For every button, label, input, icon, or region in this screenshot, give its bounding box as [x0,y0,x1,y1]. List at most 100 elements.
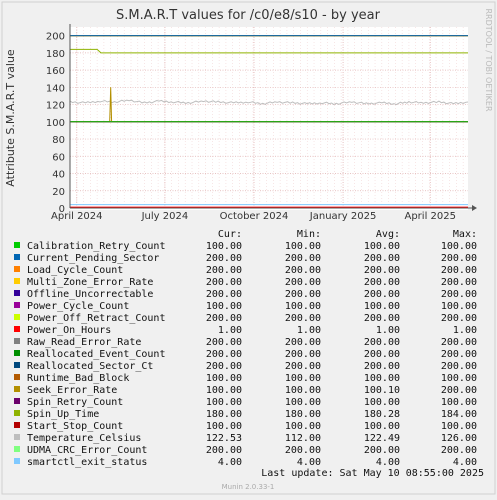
legend-value-min: 200.00 [285,253,321,264]
legend-value-min: 100.00 [285,397,321,408]
legend-swatch [14,446,20,452]
legend-swatch [14,326,20,332]
legend-value-cur: 200.00 [206,289,242,300]
legend-value-cur: 200.00 [206,253,242,264]
legend-value-avg: 200.00 [364,253,400,264]
legend-swatch [14,410,20,416]
legend-value-max: 200.00 [441,445,477,456]
legend-value-avg: 100.00 [364,301,400,312]
legend-swatch [14,434,20,440]
x-tick-label: July 2024 [141,211,189,222]
y-tick-label: 100 [46,118,65,129]
legend-swatch [14,362,20,368]
legend-value-max: 200.00 [441,385,477,396]
legend-value-max: 200.00 [441,361,477,372]
legend: Cur: Min: Avg: Max: Calibration_Retry_Count 1… [14,229,477,468]
x-tick-label: October 2024 [220,211,289,222]
legend-value-avg: 4.00 [376,457,400,468]
legend-series-name: Power_Cycle_Count [27,301,129,312]
legend-header-cur: Cur: [218,229,242,240]
legend-value-max: 1.00 [453,325,477,336]
legend-swatch [14,278,20,284]
legend-value-min: 200.00 [285,277,321,288]
y-tick-label: 140 [46,83,65,94]
legend-header-min: Min: [297,229,321,240]
legend-swatch [14,290,20,296]
legend-swatch [14,242,20,248]
legend-value-min: 200.00 [285,289,321,300]
legend-value-min: 200.00 [285,361,321,372]
legend-series-name: UDMA_CRC_Error_Count [27,445,147,456]
y-tick-label: 40 [52,170,65,181]
legend-value-cur: 180.00 [206,409,242,420]
legend-series-name: Seek_Error_Rate [27,385,117,396]
legend-swatch [14,302,20,308]
legend-value-avg: 100.00 [364,241,400,252]
legend-value-avg: 200.00 [364,445,400,456]
legend-value-cur: 200.00 [206,445,242,456]
series-line [70,48,468,54]
legend-series-name: Power_Off_Retract_Count [27,313,165,324]
legend-series-name: Spin_Up_Time [27,409,99,420]
legend-swatch [14,386,20,392]
legend-value-min: 1.00 [297,325,321,336]
legend-value-cur: 200.00 [206,361,242,372]
legend-value-avg: 100.00 [364,397,400,408]
legend-value-cur: 200.00 [206,337,242,348]
legend-value-avg: 100.00 [364,373,400,384]
x-tick-label: January 2025 [309,211,377,222]
legend-series-name: Multi_Zone_Error_Rate [27,277,153,288]
legend-series-name: Load_Cycle_Count [27,265,123,276]
legend-swatch [14,350,20,356]
legend-value-avg: 200.00 [364,313,400,324]
legend-value-cur: 100.00 [206,397,242,408]
legend-value-avg: 200.00 [364,337,400,348]
y-axis-label: Attribute S.M.A.R.T value [4,49,17,187]
legend-series-name: smartctl_exit_status [27,457,147,468]
legend-value-avg: 200.00 [364,265,400,276]
legend-value-max: 4.00 [453,457,477,468]
legend-value-min: 100.00 [285,385,321,396]
y-tick-label: 0 [59,204,65,215]
rrdtool-credit: RRDTOOL / TOBI OETIKER [484,8,493,111]
legend-value-cur: 200.00 [206,265,242,276]
legend-value-cur: 100.00 [206,373,242,384]
legend-value-cur: 200.00 [206,277,242,288]
legend-value-avg: 100.10 [364,385,400,396]
legend-value-min: 100.00 [285,301,321,312]
axes: 0 20 40 60 80 100 120 140 160 180 200 April 2024 Jul… [46,24,477,222]
legend-series-name: Start_Stop_Count [27,421,123,432]
legend-swatch [14,458,20,464]
legend-swatch [14,338,20,344]
legend-value-max: 100.00 [441,301,477,312]
legend-swatch [14,422,20,428]
legend-value-cur: 200.00 [206,349,242,360]
legend-swatch [14,254,20,260]
legend-value-min: 200.00 [285,313,321,324]
legend-value-max: 200.00 [441,313,477,324]
legend-value-min: 180.00 [285,409,321,420]
legend-series-name: Offline_Uncorrectable [27,289,153,300]
legend-value-max: 200.00 [441,265,477,276]
y-tick-label: 180 [46,49,65,60]
legend-value-cur: 100.00 [206,301,242,312]
y-tick-label: 200 [46,32,65,43]
legend-value-cur: 100.00 [206,241,242,252]
legend-swatch [14,266,20,272]
plot-area [70,27,468,210]
series-line [69,99,469,106]
legend-value-cur: 100.00 [206,421,242,432]
legend-value-min: 200.00 [285,265,321,276]
legend-value-min: 112.00 [285,433,321,444]
legend-value-min: 200.00 [285,337,321,348]
legend-value-avg: 180.28 [364,409,400,420]
legend-value-avg: 200.00 [364,349,400,360]
series-lines [69,35,469,208]
legend-swatch [14,398,20,404]
legend-series-name: Temperature_Celsius [27,433,141,444]
legend-value-max: 126.00 [441,433,477,444]
legend-swatch [14,314,20,320]
legend-swatch [14,374,20,380]
legend-value-max: 100.00 [441,421,477,432]
